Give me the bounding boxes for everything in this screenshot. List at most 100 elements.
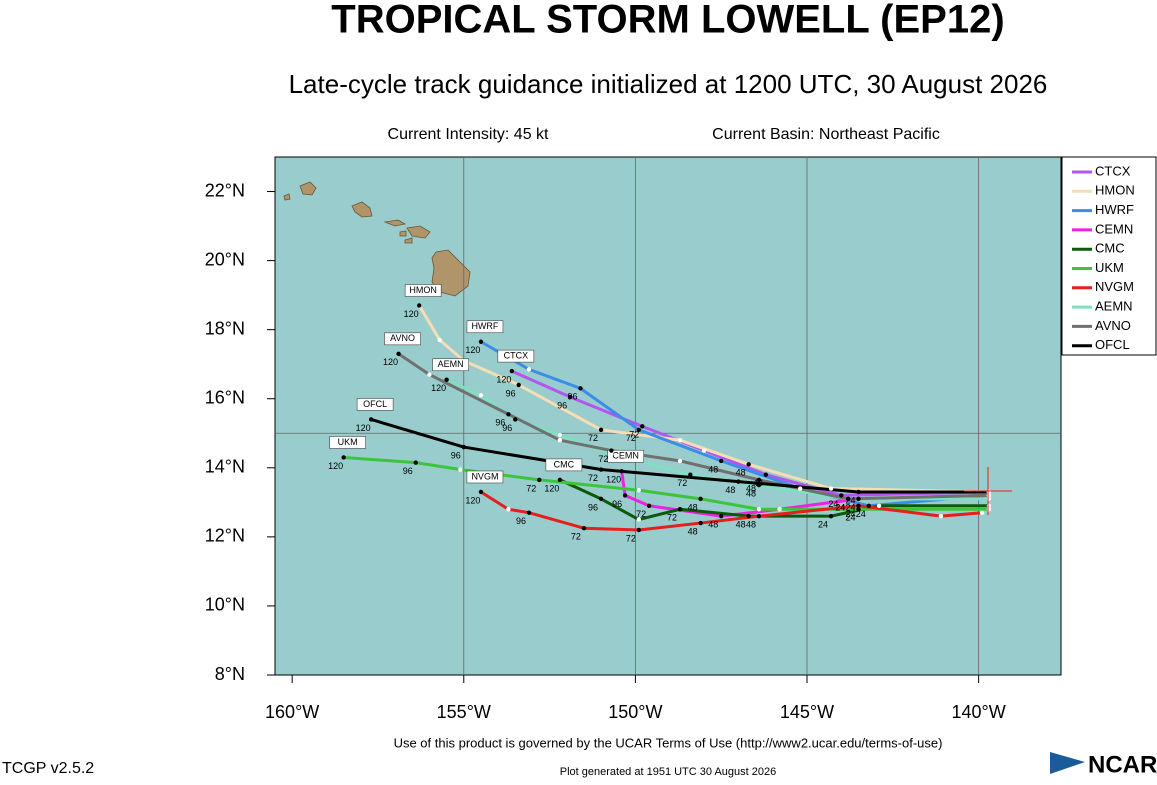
- forecast-hour: 48: [753, 478, 763, 488]
- legend-label: CTCX: [1095, 163, 1131, 178]
- forecast-hour: 72: [677, 478, 687, 488]
- track-point: [396, 351, 401, 357]
- track-name-box: [356, 398, 394, 411]
- track-point: [516, 382, 521, 388]
- x-tick-label: 145°W: [780, 702, 834, 722]
- island: [351, 201, 373, 218]
- track-point: [756, 477, 762, 483]
- track-point: [938, 513, 944, 519]
- forecast-hour: 96: [495, 418, 505, 428]
- track-point: [698, 520, 703, 526]
- forecast-hour: 24: [835, 502, 845, 512]
- track-name: AVNO: [390, 333, 415, 343]
- forecast-hour: 48: [736, 468, 746, 478]
- island: [299, 181, 317, 196]
- track-name-box: [466, 470, 504, 484]
- forecast-hour: 96: [403, 466, 413, 476]
- forecast-hour: 72: [571, 532, 581, 542]
- forecast-hour: 24: [835, 502, 845, 512]
- track-name: CTCX: [504, 350, 529, 360]
- track-point: [866, 503, 871, 508]
- forecast-hour: 72: [626, 533, 636, 543]
- track-point: [506, 507, 511, 512]
- track-name-box: [545, 458, 583, 472]
- track-point: [677, 437, 683, 443]
- terms-note: Use of this product is governed by the U…: [394, 735, 943, 750]
- track-point: [368, 417, 374, 422]
- forecast-hour: 24: [828, 499, 838, 509]
- forecast-hour: 96: [502, 423, 512, 433]
- track-point: [701, 448, 707, 453]
- track-name-box: [607, 449, 644, 463]
- track-point: [416, 303, 422, 308]
- y-tick-label: 10°N: [205, 595, 245, 615]
- logo: NCAR: [1088, 751, 1157, 778]
- track-point: [640, 424, 645, 429]
- forecast-hour: 72: [626, 433, 636, 443]
- track-point: [437, 337, 442, 343]
- track: [480, 490, 983, 532]
- basin: Current Basin: Northeast Pacific: [712, 126, 940, 143]
- island: [399, 230, 407, 237]
- track-point: [478, 489, 484, 495]
- x-tick-label: 140°W: [952, 702, 1006, 722]
- y-tick-label: 22°N: [205, 180, 245, 200]
- forecast-hour: 48: [688, 502, 698, 512]
- forecast-hour: 72: [588, 433, 598, 443]
- track-point: [598, 427, 604, 433]
- forecast-hour: 120: [431, 383, 446, 393]
- track-point: [756, 513, 762, 519]
- track-point: [876, 503, 882, 508]
- track-point: [828, 486, 834, 491]
- island: [431, 249, 471, 297]
- forecast-hour: 72: [598, 454, 608, 464]
- track-point: [756, 507, 762, 512]
- forecast-hour: 120: [356, 423, 371, 433]
- track-point: [578, 386, 583, 391]
- track-name: CEMN: [612, 451, 639, 461]
- forecast-hour: 72: [667, 513, 677, 523]
- forecast-hour: 48: [688, 526, 698, 536]
- track-point: [797, 486, 803, 491]
- legend-label: CEMN: [1095, 221, 1133, 236]
- track-point: [979, 510, 985, 515]
- version: TCGP v2.5.2: [2, 760, 94, 777]
- track-point: [845, 496, 851, 502]
- track-point: [719, 458, 724, 464]
- forecast-hour: 48: [746, 483, 756, 493]
- forecast-hour: 48: [736, 520, 746, 530]
- forecast-hour: 24: [845, 495, 855, 505]
- track-point: [537, 477, 542, 483]
- forecast-hour: 120: [465, 345, 480, 355]
- track-point: [719, 513, 724, 519]
- legend-label: HWRF: [1095, 202, 1134, 217]
- track: [370, 418, 989, 494]
- track-point: [461, 444, 466, 450]
- legend-label: OFCL: [1095, 337, 1130, 352]
- track-point: [526, 510, 532, 515]
- track-name-box: [329, 436, 366, 449]
- forecast-hour: 120: [328, 461, 343, 471]
- track-name: OFCL: [363, 399, 387, 409]
- legend-label: HMON: [1095, 183, 1135, 198]
- hawaiian-islands: [283, 181, 471, 297]
- forecast-hour: 24: [845, 509, 855, 519]
- track-point: [677, 507, 683, 512]
- forecast-hour: 120: [383, 357, 398, 367]
- forecast-hour: 120: [496, 374, 511, 384]
- forecast-hour: 24: [856, 509, 866, 519]
- track-point: [746, 513, 751, 519]
- forecast-hour: 96: [451, 450, 461, 460]
- forecast-hour: 72: [588, 473, 598, 483]
- forecast-hour: 96: [567, 392, 577, 402]
- legend-label: AVNO: [1095, 318, 1131, 333]
- track-point: [636, 427, 642, 433]
- track-point: [698, 496, 703, 502]
- track-point: [506, 412, 511, 417]
- forecast-hour: 96: [557, 400, 567, 410]
- forecast-hour: 72: [636, 509, 646, 519]
- legend-label: UKM: [1095, 260, 1124, 275]
- island: [406, 225, 431, 239]
- track-point: [856, 503, 861, 508]
